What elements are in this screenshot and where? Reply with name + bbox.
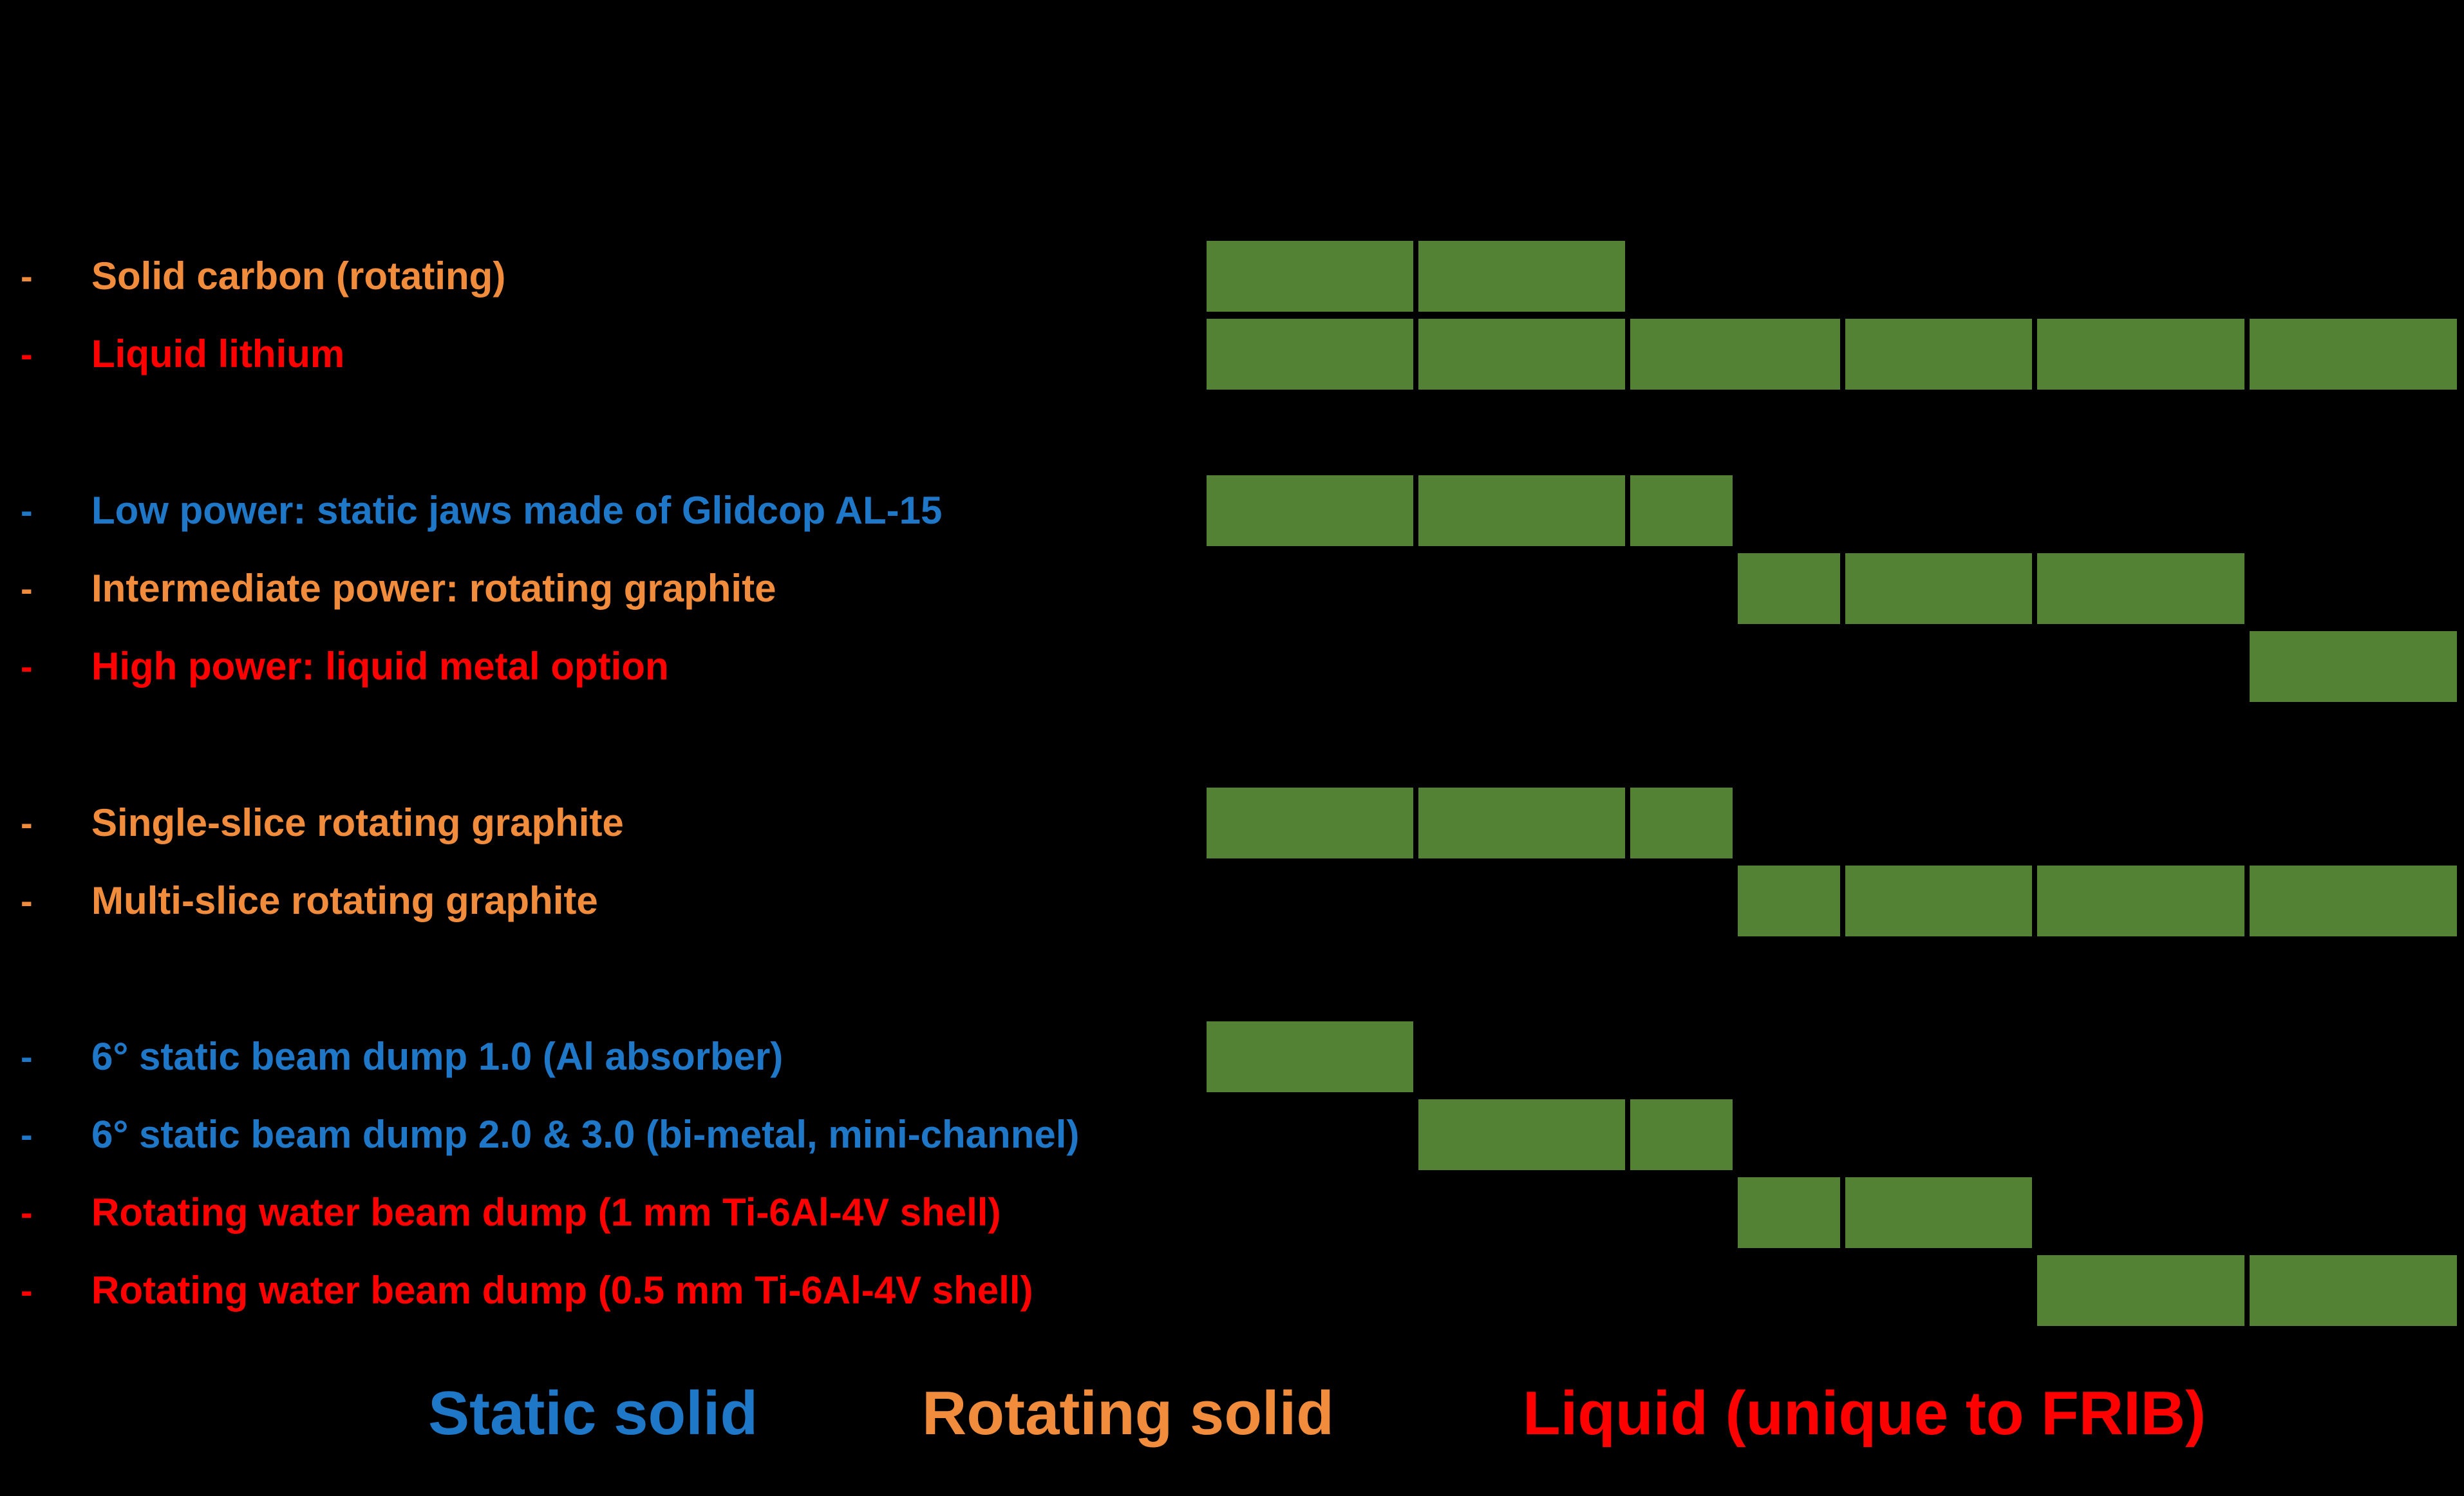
timeline-bar-segment <box>1416 473 1628 549</box>
row-dash: - <box>21 256 33 296</box>
timeline-bar-segment <box>1843 551 2035 627</box>
row-label: Solid carbon (rotating) <box>91 254 506 298</box>
legend-rotating-solid: Rotating solid <box>922 1379 1334 1448</box>
row-rotating-water-1mm: - Rotating water beam dump (1 mm Ti-6Al-… <box>0 1175 1204 1251</box>
timeline-bar-segment <box>1843 863 2035 939</box>
row-low-power-static-jaws: - Low power: static jaws made of Glidcop… <box>0 473 1204 549</box>
row-label: Low power: static jaws made of Glidcop A… <box>91 489 943 532</box>
row-dash: - <box>21 568 33 609</box>
row-label: Multi-slice rotating graphite <box>91 879 598 922</box>
timeline-bar-segment <box>1416 238 1628 314</box>
timeline-bar-segment <box>2247 629 2459 705</box>
row-solid-carbon: - Solid carbon (rotating) <box>0 238 1204 314</box>
row-label: 6° static beam dump 1.0 (Al absorber) <box>91 1035 784 1078</box>
timeline-bar-segment <box>1735 863 1843 939</box>
row-liquid-lithium: - Liquid lithium <box>0 316 1204 392</box>
row-dash: - <box>21 1270 33 1311</box>
timeline-bar-segment <box>1204 1019 1416 1095</box>
row-dash: - <box>21 646 33 686</box>
row-multi-slice-graphite: - Multi-slice rotating graphite <box>0 863 1204 939</box>
timeline-bar-segment <box>2035 551 2247 627</box>
row-dash: - <box>21 490 33 531</box>
timeline-bar-segment <box>1735 1175 1843 1251</box>
timeline-bar-segment <box>1735 551 1843 627</box>
timeline-bar-segment <box>2247 1253 2459 1329</box>
row-dash: - <box>21 1036 33 1077</box>
row-label: High power: liquid metal option <box>91 645 669 688</box>
timeline-bar-segment <box>1204 473 1416 549</box>
timeline-bar-segment <box>1628 785 1735 861</box>
timeline-bar-segment <box>1628 473 1735 549</box>
row-label: Rotating water beam dump (1 mm Ti-6Al-4V… <box>91 1191 1001 1234</box>
row-intermediate-power: - Intermediate power: rotating graphite <box>0 551 1204 627</box>
row-label: Intermediate power: rotating graphite <box>91 567 776 610</box>
timeline-bar-segment <box>1204 238 1416 314</box>
timeline-bar-segment <box>2247 316 2459 392</box>
timeline-bar-segment <box>1204 785 1416 861</box>
row-label: 6° static beam dump 2.0 & 3.0 (bi-metal,… <box>91 1113 1080 1156</box>
timeline-bar-segment <box>1843 1175 2035 1251</box>
row-beam-dump-1: - 6° static beam dump 1.0 (Al absorber) <box>0 1019 1204 1095</box>
timeline-bar-segment <box>1416 316 1628 392</box>
row-dash: - <box>21 802 33 843</box>
legend-liquid: Liquid (unique to FRIB) <box>1523 1379 2206 1448</box>
row-label: Single-slice rotating graphite <box>91 801 624 844</box>
row-rotating-water-05mm: - Rotating water beam dump (0.5 mm Ti-6A… <box>0 1253 1204 1329</box>
row-single-slice-graphite: - Single-slice rotating graphite <box>0 785 1204 861</box>
timeline-bar-segment <box>1843 316 2035 392</box>
row-dash: - <box>21 880 33 921</box>
row-dash: - <box>21 334 33 374</box>
row-dash: - <box>21 1192 33 1233</box>
timeline-bar-segment <box>1204 316 1416 392</box>
timeline-bar-segment <box>2035 1253 2247 1329</box>
timeline-bar-segment <box>2035 316 2247 392</box>
row-label: Rotating water beam dump (0.5 mm Ti-6Al-… <box>91 1269 1033 1312</box>
timeline-bar-segment <box>1628 316 1843 392</box>
row-high-power-liquid: - High power: liquid metal option <box>0 629 1204 705</box>
legend-static-solid: Static solid <box>428 1379 758 1448</box>
timeline-bar-segment <box>1628 1097 1735 1173</box>
row-label: Liquid lithium <box>91 332 345 375</box>
row-dash: - <box>21 1114 33 1155</box>
timeline-bar-segment <box>1416 785 1628 861</box>
timeline-bar-segment <box>2247 863 2459 939</box>
timeline-bar-segment <box>1416 1097 1628 1173</box>
timeline-bar-segment <box>2035 863 2247 939</box>
row-beam-dump-2-3: - 6° static beam dump 2.0 & 3.0 (bi-meta… <box>0 1097 1204 1173</box>
